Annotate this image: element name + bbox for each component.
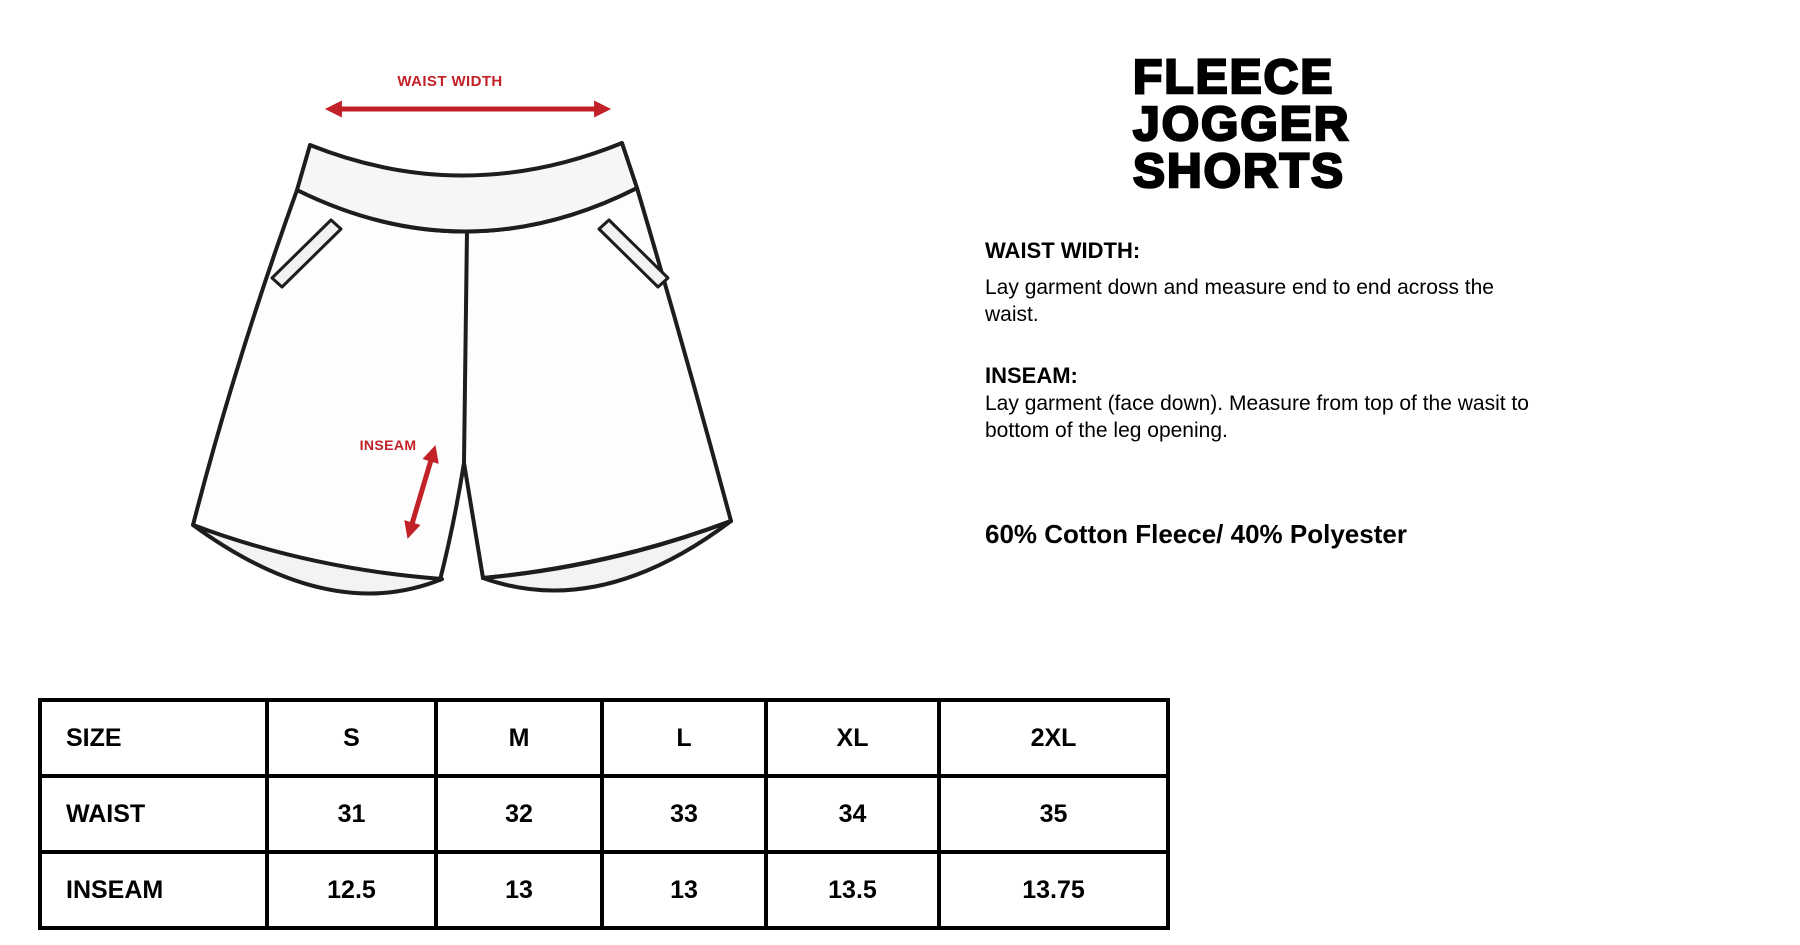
table-cell: 34 — [764, 774, 941, 854]
table-cell: 13 — [434, 850, 604, 930]
inseam-heading: INSEAM: — [985, 363, 1078, 388]
table-cell: 33 — [600, 774, 768, 854]
table-cell: 13.75 — [937, 850, 1170, 930]
product-title: FLEECE JOGGER SHORTS — [1132, 51, 1351, 198]
table-header-cell: SIZE — [38, 698, 269, 778]
product-title-line: FLEECE — [1132, 51, 1335, 104]
table-header-cell: M — [434, 698, 604, 778]
size-table: SIZE S M L XL 2XL WAIST 31 32 33 34 35 I… — [38, 698, 1170, 930]
material-composition: 60% Cotton Fleece/ 40% Polyester — [985, 519, 1407, 549]
product-title-line: SHORTS — [1132, 145, 1346, 198]
waist-width-heading: WAIST WIDTH: — [985, 238, 1141, 263]
right-pocket — [597, 218, 670, 289]
left-leg-hem — [191, 523, 444, 596]
waistband — [295, 141, 639, 234]
table-cell: 32 — [434, 774, 604, 854]
table-cell: 35 — [937, 774, 1170, 854]
table-cell: 31 — [265, 774, 438, 854]
table-header-row: SIZE S M L XL 2XL — [38, 698, 1170, 778]
table-row: WAIST 31 32 33 34 35 — [38, 774, 1170, 854]
waist-width-arrow-label: WAIST WIDTH — [397, 73, 503, 90]
waist-width-instruction-line: Lay garment down and measure end to end … — [985, 276, 1494, 299]
table-row-label: INSEAM — [38, 850, 269, 930]
inseam-instruction-line: Lay garment (face down). Measure from to… — [985, 392, 1529, 415]
table-row: INSEAM 12.5 13 13 13.5 13.75 — [38, 850, 1170, 930]
left-pocket — [270, 218, 343, 289]
table-cell: 13.5 — [764, 850, 941, 930]
table-header-cell: 2XL — [937, 698, 1170, 778]
waist-width-instruction-line: waist. — [985, 303, 1039, 326]
table-row-label: WAIST — [38, 774, 269, 854]
shorts-body — [191, 186, 733, 582]
table-header-cell: L — [600, 698, 768, 778]
center-seam — [462, 228, 469, 464]
inseam-arrow — [404, 445, 439, 539]
table-cell: 13 — [600, 850, 768, 930]
inseam-instruction-line: bottom of the leg opening. — [985, 419, 1228, 442]
right-leg-hem — [481, 519, 733, 593]
table-header-cell: XL — [764, 698, 941, 778]
product-title-line: JOGGER — [1132, 98, 1351, 151]
shorts-illustration — [191, 100, 733, 596]
table-header-cell: S — [265, 698, 438, 778]
table-cell: 12.5 — [265, 850, 438, 930]
inseam-arrow-label: INSEAM — [359, 437, 417, 453]
